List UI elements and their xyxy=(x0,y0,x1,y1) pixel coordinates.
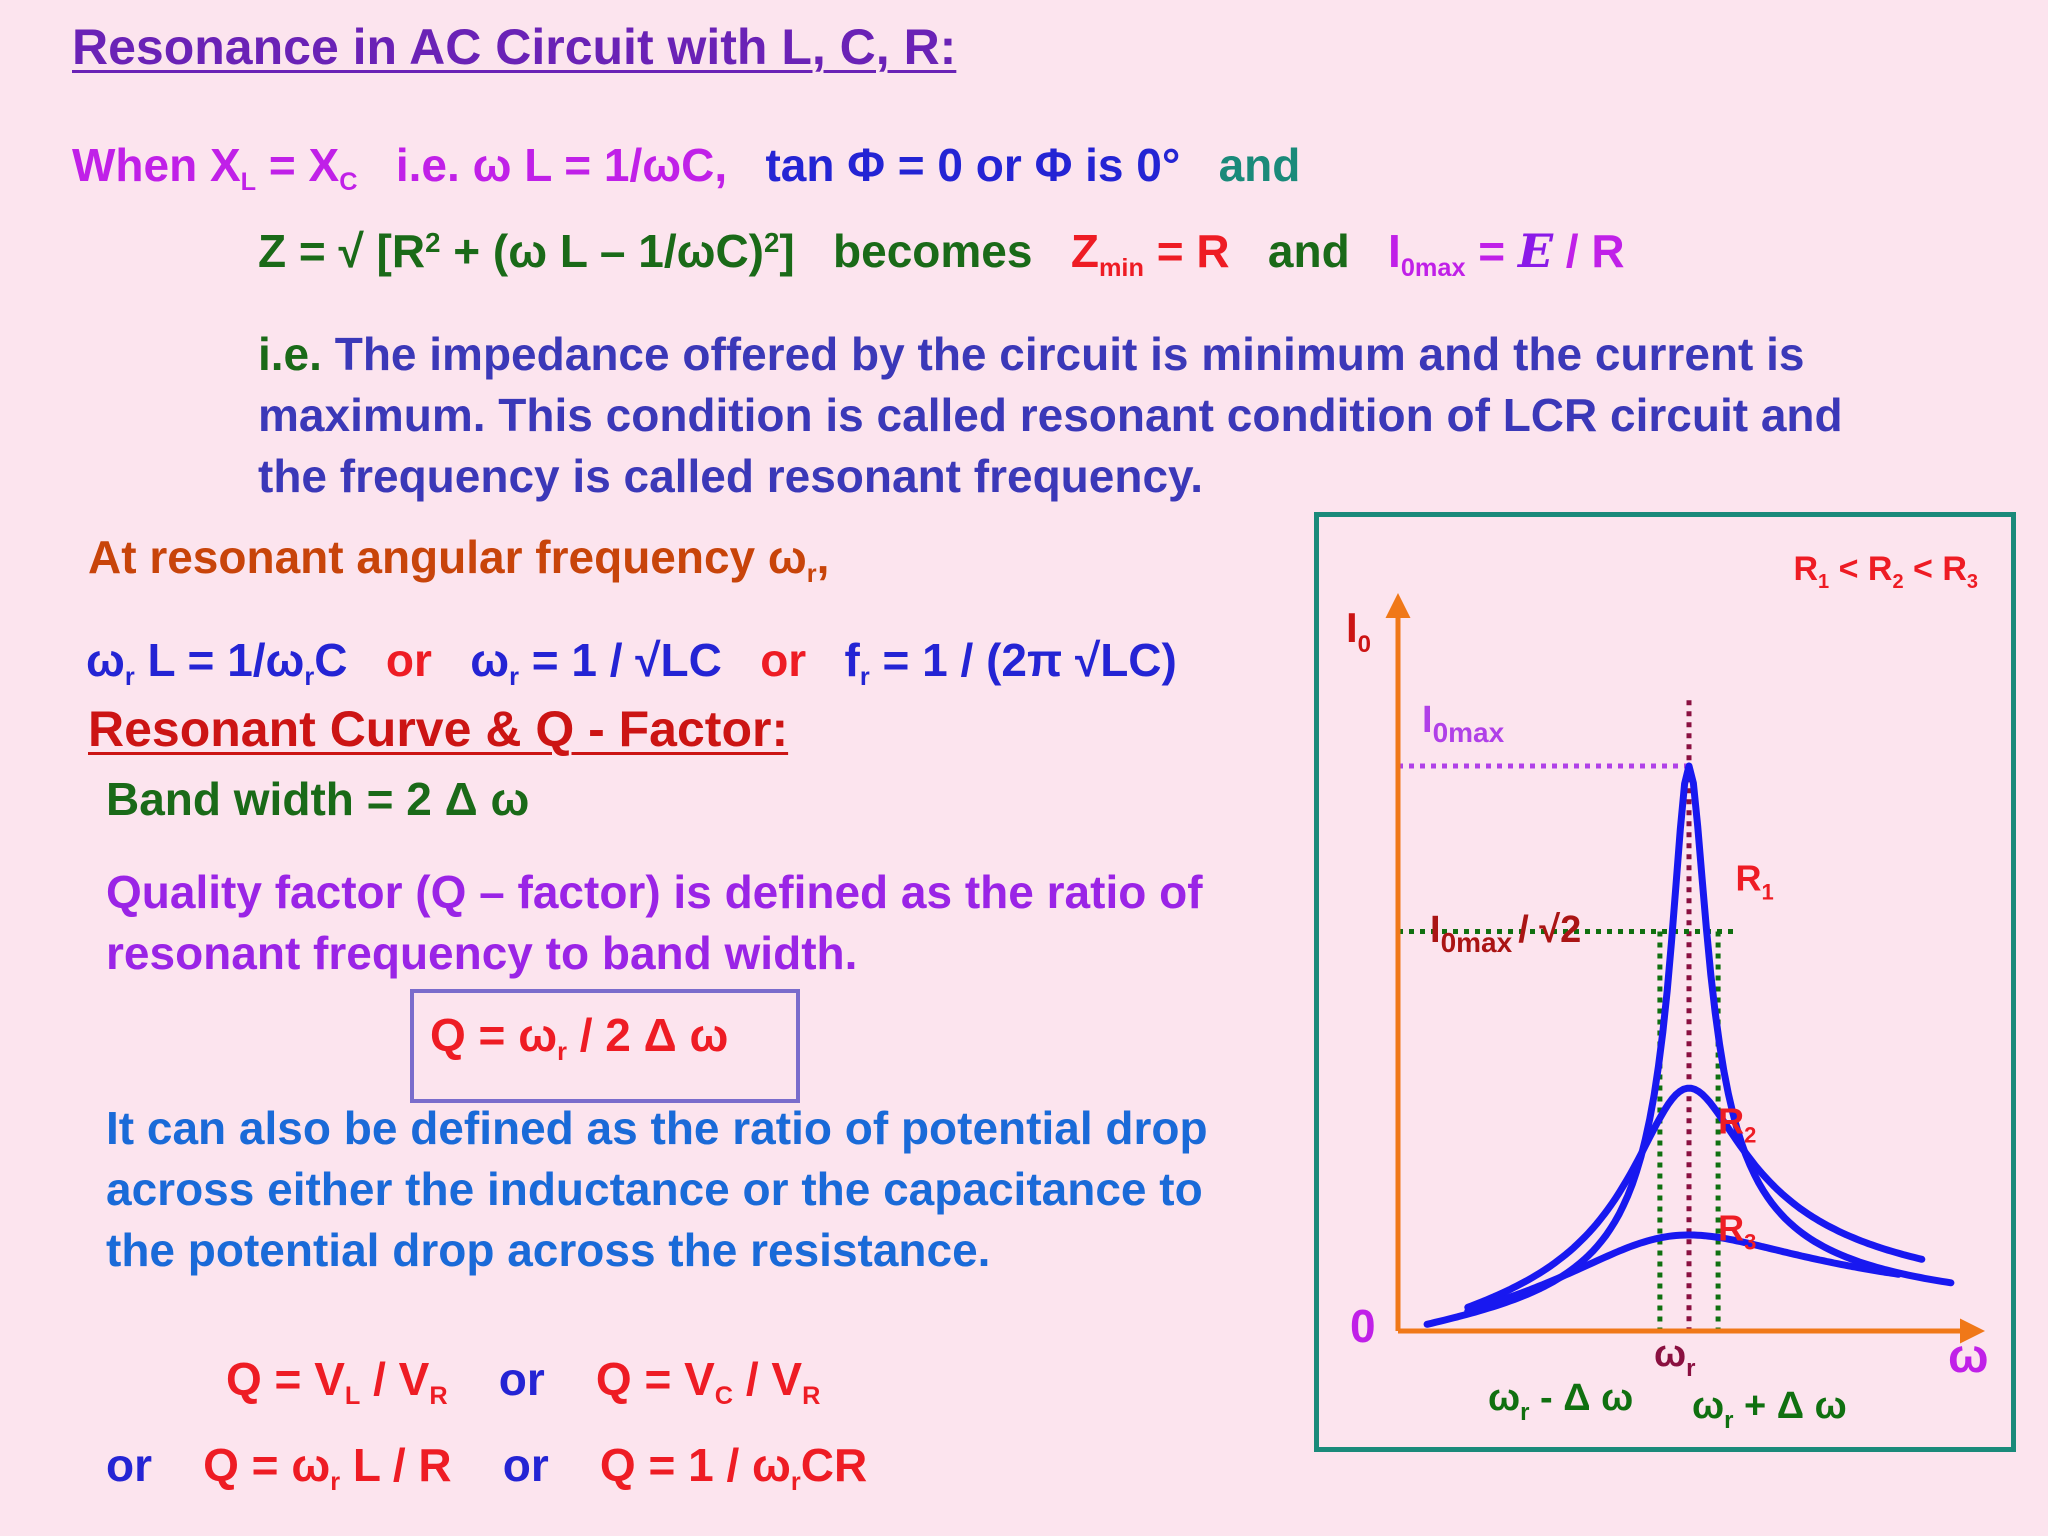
z-min-formula: Zmin = R xyxy=(1070,225,1230,282)
y-axis-label: I0 xyxy=(1346,604,1371,658)
q-voltage-formulas: Q = VL / VR or Q = VC / VR xyxy=(226,1353,821,1410)
series-label-r3: R3 xyxy=(1718,1208,1756,1255)
wr-minus-label: ωr - Δ ω xyxy=(1488,1377,1633,1426)
series-label-r2: R2 xyxy=(1718,1100,1756,1147)
impedance-equation-line: Z = √ [R2 + (ω L – 1/ωC)2] becomes Zmin … xyxy=(258,224,1625,282)
x-axis-label: ω xyxy=(1948,1330,1989,1383)
q-component-formulas: or Q = ωr L / R or Q = 1 / ωrCR xyxy=(106,1439,868,1496)
resonant-frequency-formulas: ωr L = 1/ωrC or ωr = 1 / √LC or fr = 1 /… xyxy=(86,634,1177,691)
resonance-condition-line: When XL = XC i.e. ω L = 1/ωC, tan Φ = 0 … xyxy=(72,138,1301,196)
i0max-label: I0max xyxy=(1422,699,1505,748)
series-label-r1: R1 xyxy=(1736,857,1774,904)
curve-r2 xyxy=(1464,1084,1926,1311)
and-text-2: and xyxy=(1267,225,1350,277)
legend-note: R1 < R2 < R3 xyxy=(1793,550,1978,593)
and-text: and xyxy=(1218,139,1301,191)
fr-formula: fr = 1 / (2π √LC) xyxy=(844,634,1177,691)
slide-title: Resonance in AC Circuit with L, C, R: xyxy=(72,19,957,75)
q-formula-box xyxy=(410,989,800,1103)
section-title-resonant-curve: Resonant Curve & Q - Factor: xyxy=(88,701,789,757)
when-xl-equals-xc: When XL = XC xyxy=(72,139,358,196)
wr-l-formula: ωr L = 1/ωrC xyxy=(86,634,348,691)
resonance-explanation: i.e. The impedance offered by the circui… xyxy=(258,328,1843,502)
curve-r3 xyxy=(1464,1231,1902,1315)
q-formula: Q = ωr / 2 Δ ω xyxy=(430,1009,729,1066)
becomes-text: becomes xyxy=(833,225,1033,277)
origin-label: 0 xyxy=(1350,1300,1376,1352)
q-factor-definition: Quality factor (Q – factor) is defined a… xyxy=(106,866,1203,979)
resonance-curve-frame xyxy=(1314,512,2016,1452)
wr-plus-label: ωr + Δ ω xyxy=(1692,1385,1847,1434)
impedance-formula: Z = √ [R2 + (ω L – 1/ωC)2] xyxy=(258,225,795,277)
wr-tick-label: ωr xyxy=(1654,1333,1695,1382)
bandwidth-formula: Band width = 2 Δ ω xyxy=(106,773,530,825)
resonant-frequency-heading: At resonant angular frequency ωr, xyxy=(88,531,830,588)
i0max-root2-label: I0max / √2 xyxy=(1430,909,1581,958)
q-alternate-definition: It can also be defined as the ratio of p… xyxy=(106,1102,1208,1276)
i0max-formula: I0max = E / R xyxy=(1388,224,1625,282)
ie-omega-l-equation: i.e. ω L = 1/ωC, xyxy=(395,139,728,191)
wr-formula: ωr = 1 / √LC xyxy=(470,634,722,691)
curve-r1 xyxy=(1423,762,1955,1328)
tan-phi-statement: tan Φ = 0 or Φ is 0° xyxy=(765,139,1181,191)
